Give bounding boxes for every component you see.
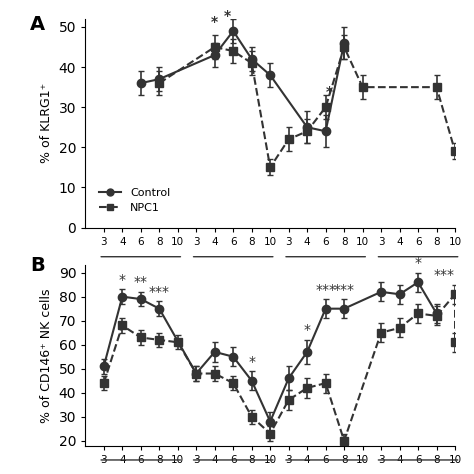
Text: *: * [248, 355, 255, 369]
Y-axis label: % of KLRG1⁺: % of KLRG1⁺ [40, 83, 53, 164]
Text: ***: *** [334, 283, 355, 297]
Text: *: * [304, 323, 310, 337]
Text: ***: *** [149, 285, 170, 299]
Text: Lung: Lung [401, 286, 436, 299]
Text: Liver: Liver [308, 286, 343, 299]
Text: A: A [30, 15, 45, 34]
Text: B: B [30, 256, 45, 275]
Y-axis label: % of CD146⁺ NK cells: % of CD146⁺ NK cells [40, 288, 53, 423]
Text: *: * [224, 9, 231, 23]
Text: *: * [211, 15, 219, 29]
Text: *: * [415, 256, 421, 270]
Text: Spleen: Spleen [117, 286, 165, 299]
Text: *: * [326, 85, 333, 99]
Legend: Control, NPC1: Control, NPC1 [95, 183, 175, 218]
Text: *: * [119, 273, 126, 287]
Text: **: ** [134, 275, 148, 290]
Text: ***: *** [315, 283, 336, 297]
Text: Lymph
Node: Lymph Node [210, 299, 256, 327]
Text: ***: *** [434, 268, 455, 282]
